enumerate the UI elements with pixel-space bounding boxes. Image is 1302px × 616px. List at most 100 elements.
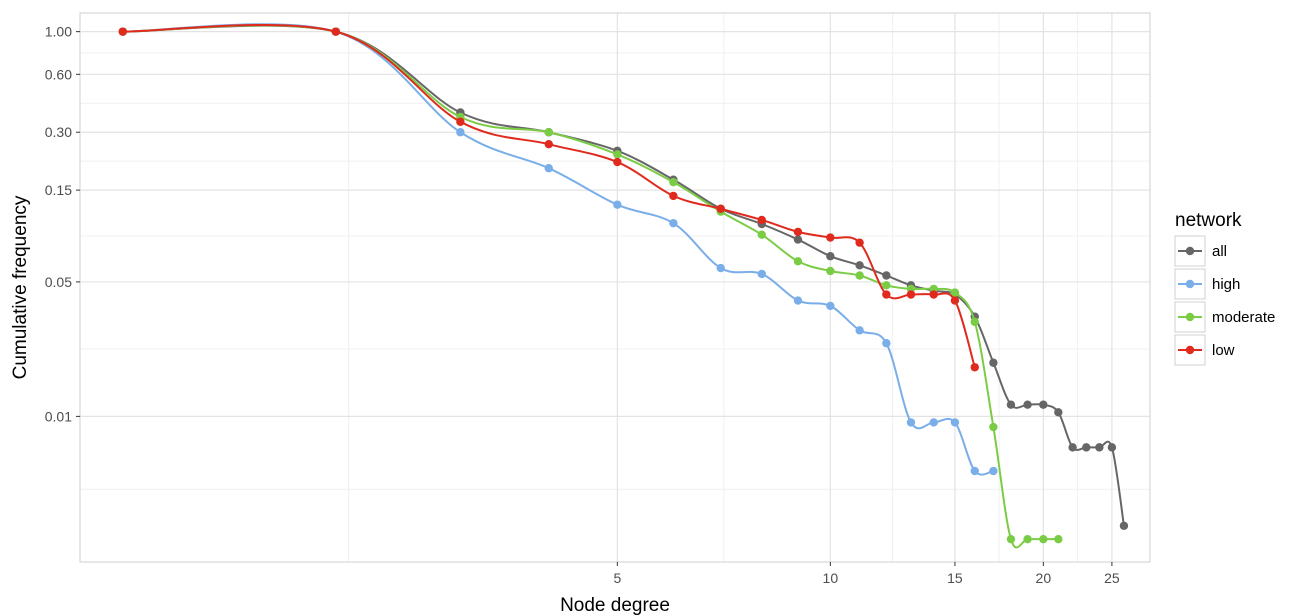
y-tick-label: 0.05 <box>45 274 72 290</box>
data-point-all <box>882 271 891 280</box>
data-point-high <box>882 339 891 348</box>
data-point-low <box>669 191 678 201</box>
y-tick-label: 1.00 <box>45 24 72 40</box>
data-point-low <box>906 290 916 299</box>
data-point-all <box>1006 400 1016 409</box>
data-point-all <box>855 261 864 270</box>
series-line-moderate <box>122 24 1059 549</box>
y-tick-label: 0.01 <box>45 408 72 424</box>
data-point-low <box>544 139 553 149</box>
x-tick-label: 5 <box>613 570 621 586</box>
data-point-moderate <box>1039 534 1048 544</box>
series-layer <box>118 23 1129 549</box>
data-point-low <box>855 238 864 247</box>
data-point-moderate <box>989 422 998 432</box>
x-tick-label: 25 <box>1104 570 1120 586</box>
data-point-moderate <box>757 230 766 239</box>
data-point-all <box>1107 443 1117 452</box>
series-low <box>118 23 979 372</box>
data-point-high <box>716 263 725 273</box>
data-point-high <box>757 269 766 279</box>
data-point-moderate <box>793 257 803 266</box>
data-point-moderate <box>950 288 960 297</box>
data-point-moderate <box>855 271 864 280</box>
data-point-high <box>826 301 835 311</box>
data-point-high <box>456 128 465 137</box>
data-point-moderate <box>1023 534 1032 544</box>
data-point-moderate <box>669 177 678 187</box>
x-tick-label: 15 <box>947 570 963 586</box>
y-tick-label: 0.15 <box>45 182 72 198</box>
x-tick-label: 20 <box>1036 570 1052 586</box>
data-point-moderate <box>826 266 835 276</box>
series-line-all <box>122 24 1125 526</box>
legend-key-point <box>1185 312 1195 322</box>
data-point-high <box>544 164 553 173</box>
data-point-all <box>1039 400 1048 409</box>
legend-label: high <box>1212 276 1240 293</box>
data-point-all <box>1082 443 1091 452</box>
y-tick-label: 0.30 <box>45 124 72 140</box>
legend-label: low <box>1212 342 1235 359</box>
data-point-moderate <box>613 150 622 159</box>
legend-key-point <box>1185 246 1195 256</box>
data-point-all <box>1095 443 1104 452</box>
data-point-all <box>989 358 998 367</box>
data-point-all <box>1119 521 1129 530</box>
x-axis-ticks: 5 10 15 20 25 <box>613 562 1120 586</box>
data-point-high <box>970 466 979 476</box>
legend-item-high: high <box>1174 268 1240 300</box>
data-point-all <box>1023 400 1032 409</box>
legend: all high moderate low <box>1174 235 1275 366</box>
data-point-low <box>882 290 891 299</box>
major-grid <box>80 13 1150 562</box>
data-point-high <box>989 466 998 476</box>
data-point-moderate <box>970 317 979 327</box>
y-axis-title: Cumulative frequency <box>10 195 31 379</box>
data-point-high <box>793 296 803 305</box>
data-point-moderate <box>882 281 891 290</box>
legend-label: moderate <box>1212 309 1275 326</box>
data-point-low <box>456 117 465 126</box>
plot-panel-border <box>79 12 1151 563</box>
data-point-low <box>757 215 766 225</box>
data-point-all <box>1054 408 1063 417</box>
data-point-high <box>906 418 916 427</box>
data-point-high <box>613 200 622 209</box>
legend-key-point <box>1185 279 1195 289</box>
y-axis-ticks: 1.00 0.60 0.30 0.15 0.05 0.01 <box>45 24 80 424</box>
legend-item-low: low <box>1174 334 1235 366</box>
series-high <box>118 23 998 476</box>
data-point-high <box>669 218 678 228</box>
data-point-low <box>970 363 979 372</box>
data-point-low <box>793 227 803 237</box>
data-point-high <box>950 418 960 427</box>
series-line-low <box>122 23 976 368</box>
data-point-low <box>826 233 835 242</box>
legend-label: all <box>1212 243 1227 260</box>
legend-item-moderate: moderate <box>1174 301 1275 333</box>
data-point-low <box>716 204 725 213</box>
data-point-low <box>929 290 938 299</box>
data-point-all <box>1068 443 1077 452</box>
y-tick-label: 0.60 <box>45 66 72 82</box>
minor-grid <box>80 13 1150 562</box>
data-point-low <box>613 157 622 167</box>
data-point-moderate <box>544 128 553 137</box>
x-tick-label: 10 <box>823 570 839 586</box>
data-point-all <box>826 252 835 261</box>
legend-title: network <box>1175 210 1242 231</box>
series-all <box>118 24 1129 530</box>
legend-key-point <box>1185 345 1195 355</box>
data-point-low <box>331 27 340 36</box>
data-point-high <box>855 326 864 335</box>
data-point-moderate <box>1054 534 1063 544</box>
data-point-low <box>118 27 127 36</box>
data-point-high <box>929 418 938 427</box>
series-line-high <box>122 23 994 476</box>
legend-item-all: all <box>1174 235 1227 267</box>
x-axis-title: Node degree <box>560 595 670 616</box>
data-point-low <box>950 296 960 305</box>
data-point-moderate <box>1006 534 1016 544</box>
